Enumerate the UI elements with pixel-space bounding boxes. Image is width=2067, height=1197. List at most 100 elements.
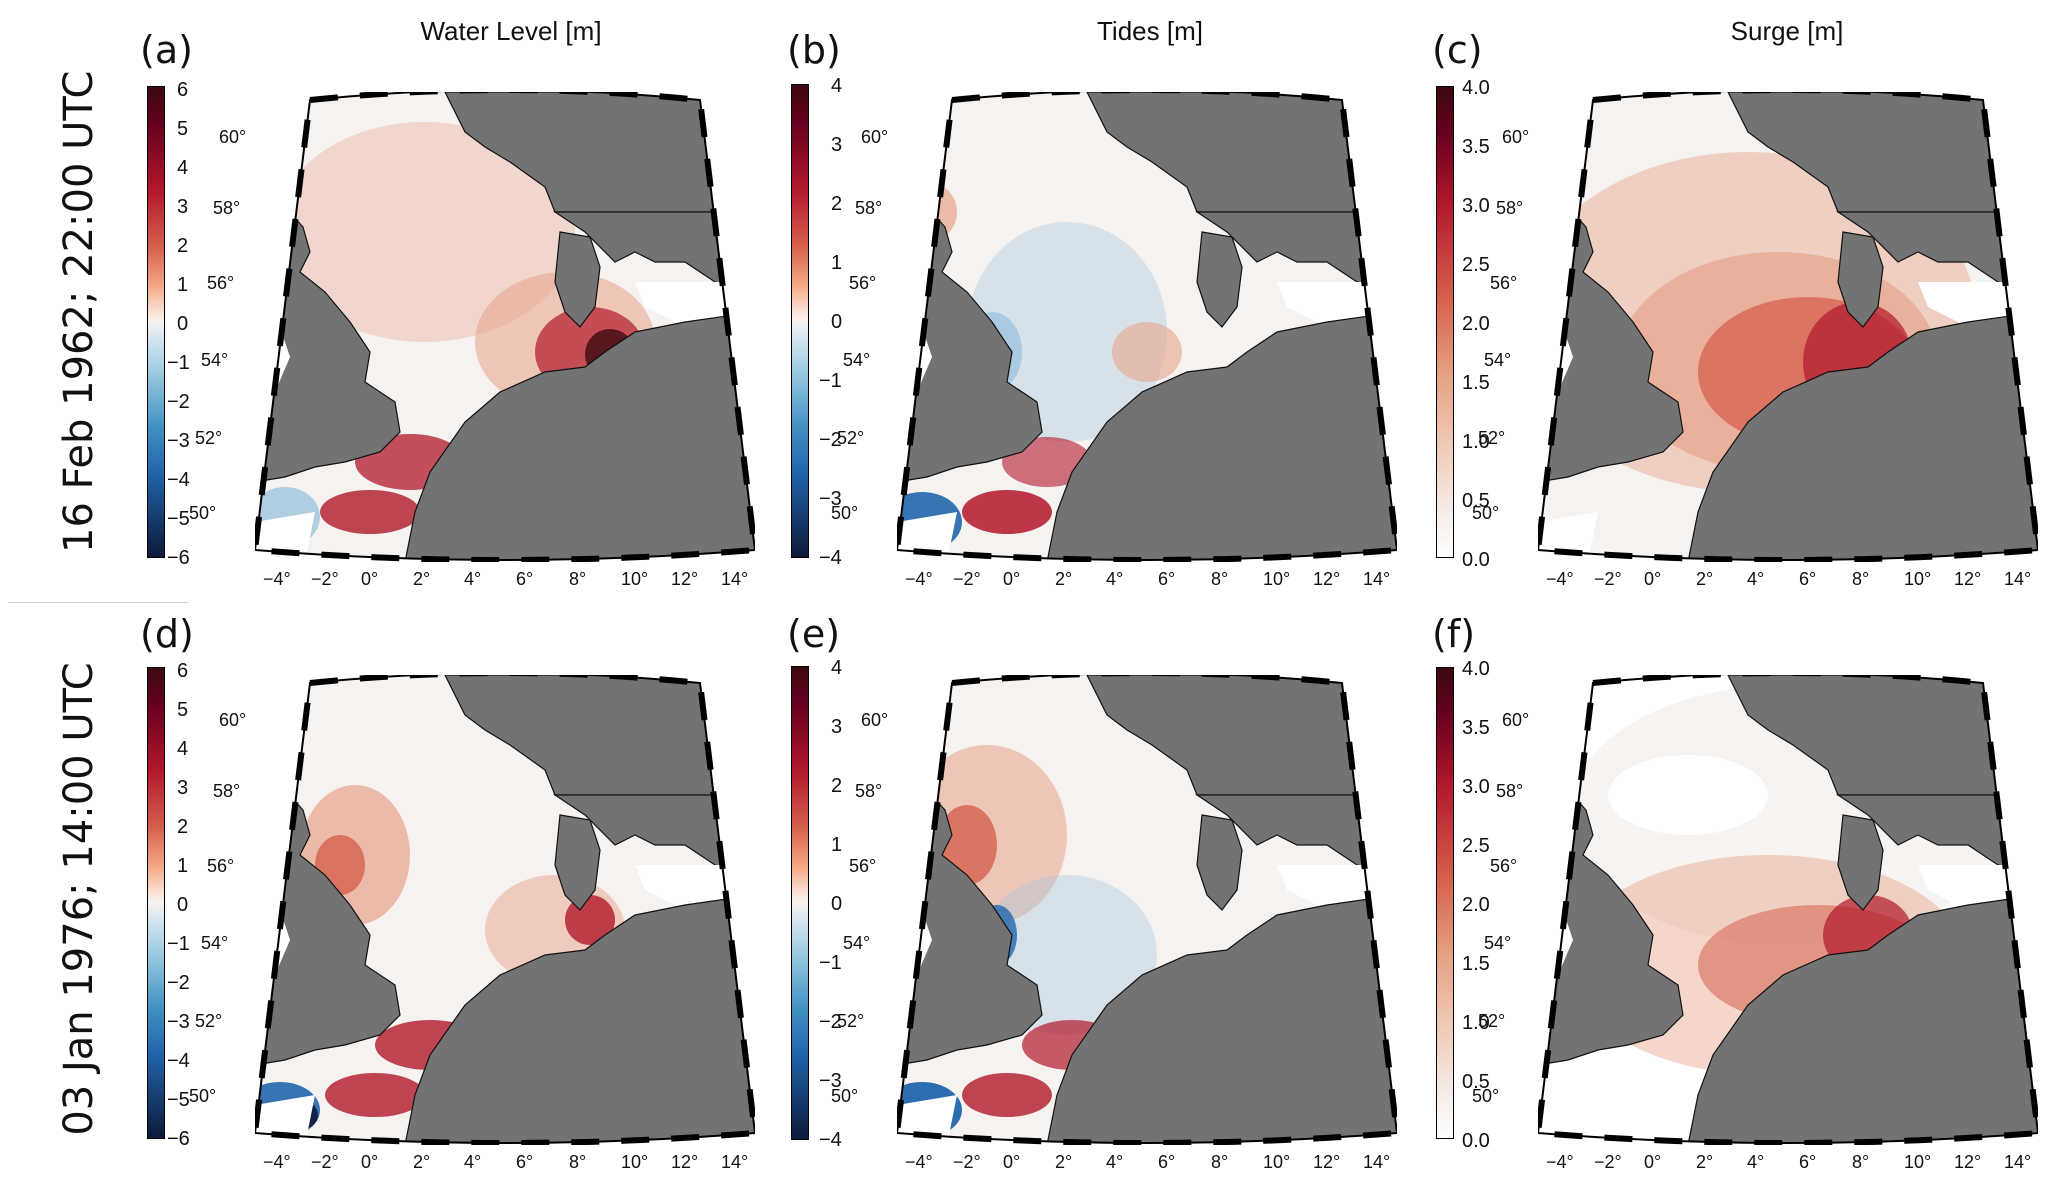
- cbar-tick: 4: [831, 75, 843, 97]
- north-sea-map: [1538, 675, 2038, 1145]
- longitude-label: 14°: [2004, 1152, 2032, 1172]
- cbar-tick: 4: [177, 738, 189, 760]
- latitude-label: 60°: [219, 710, 247, 730]
- cbar-tick: 6: [177, 660, 189, 682]
- longitude-label: 4°: [464, 1152, 482, 1172]
- cbar-tick: −4: [167, 469, 190, 491]
- longitude-label: 6°: [516, 569, 534, 589]
- longitude-label: −2°: [311, 1152, 339, 1172]
- scandinavia-land: [1195, 211, 1397, 293]
- longitude-label: 12°: [1313, 1152, 1341, 1172]
- field-contour: [325, 1073, 425, 1117]
- longitude-label: 12°: [671, 569, 699, 589]
- latitude-label: 60°: [1502, 127, 1530, 147]
- longitude-label: 6°: [1799, 569, 1817, 589]
- cbar-tick: −5: [167, 508, 190, 530]
- longitude-label: −4°: [905, 569, 933, 589]
- longitude-label: 2°: [1055, 1152, 1073, 1172]
- longitude-label: 0°: [361, 1152, 379, 1172]
- longitude-label: 0°: [1644, 1152, 1662, 1172]
- column-title-surge: Surge [m]: [1730, 16, 1844, 46]
- latitude-label: 52°: [195, 1011, 223, 1031]
- latitude-label: 56°: [1490, 856, 1518, 876]
- colorbar-water-level-d: [147, 667, 165, 1139]
- panel-letter-b: (b): [787, 28, 841, 72]
- colorbar-surge-c: [1436, 86, 1454, 558]
- north-sea-map: [897, 675, 1397, 1145]
- cbar-tick: −1: [167, 933, 190, 955]
- longitude-label: 14°: [2004, 569, 2032, 589]
- cbar-tick: 3.0: [1462, 195, 1490, 217]
- panel-letter-f: (f): [1432, 612, 1476, 656]
- cbar-tick: 1: [831, 252, 843, 274]
- cbar-tick: 6: [177, 79, 189, 101]
- longitude-label: 8°: [1211, 1152, 1229, 1172]
- longitude-label: 6°: [1799, 1152, 1817, 1172]
- latitude-label: 56°: [207, 856, 235, 876]
- colorbar-ticks-surge-c: 4.0 3.5 3.0 2.5 2.0 1.5 1.0 0.5 0.0: [1458, 78, 1508, 570]
- cbar-tick: 0: [831, 893, 843, 915]
- cbar-tick: 3: [177, 777, 189, 799]
- latitude-label: 56°: [849, 856, 877, 876]
- jutland-land: [1196, 231, 1243, 328]
- latitude-label: 60°: [861, 127, 889, 147]
- cbar-tick: −4: [819, 547, 842, 569]
- panel-letter-e: (e): [787, 612, 841, 656]
- latitude-label: 60°: [861, 710, 889, 730]
- scandinavia-land: [553, 794, 755, 876]
- cbar-tick: 1: [177, 855, 189, 877]
- latitude-label: 54°: [1484, 350, 1512, 370]
- panel-letter-a: (a): [140, 28, 193, 72]
- longitude-label: 12°: [1954, 1152, 1982, 1172]
- field-contour: [1608, 755, 1768, 835]
- map-panel-b: 60° 58° 56° 54° 52° 50° −4° −2° 0° 2° 4° 6° 8° 10° 12°…: [831, 92, 1397, 602]
- column-title-tides: Tides [m]: [1097, 16, 1203, 46]
- wl-broad-positive: [275, 122, 575, 342]
- cbar-tick: 0.0: [1462, 1130, 1490, 1152]
- cbar-tick: −6: [167, 1128, 190, 1150]
- latitude-label: 56°: [1490, 273, 1518, 293]
- cbar-tick: 1: [831, 834, 843, 856]
- field-contour: [967, 222, 1167, 442]
- latitude-label: 58°: [1496, 781, 1524, 801]
- latitude-label: 50°: [1472, 1086, 1500, 1106]
- longitude-label: −2°: [953, 1152, 981, 1172]
- longitude-label: −4°: [1546, 1152, 1574, 1172]
- longitude-label: −2°: [1594, 1152, 1622, 1172]
- row-label-1976: 03 Jan 1976; 14:00 UTC: [56, 662, 102, 1136]
- longitude-label: 6°: [1158, 569, 1176, 589]
- cbar-tick: −2: [819, 429, 842, 451]
- cbar-tick: 2: [831, 775, 843, 797]
- cbar-tick: 4.0: [1462, 658, 1490, 680]
- field-contour: [897, 182, 957, 242]
- longitude-label: −4°: [263, 569, 291, 589]
- cbar-tick: 2: [831, 193, 843, 215]
- colorbar-water-level-a: [147, 86, 165, 558]
- latitude-label: 56°: [207, 273, 235, 293]
- colorbar-ticks-surge-f: 4.0 3.5 3.0 2.5 2.0 1.5 1.0 0.5 0.0: [1458, 658, 1508, 1151]
- scandinavia-land: [1836, 794, 2038, 876]
- cbar-tick: −2: [819, 1011, 842, 1033]
- longitude-label: 6°: [516, 1152, 534, 1172]
- cbar-tick: −3: [819, 488, 842, 510]
- longitude-label: 4°: [1106, 1152, 1124, 1172]
- colorbar-surge-f: [1436, 667, 1454, 1139]
- latitude-label: 56°: [849, 273, 877, 293]
- cbar-tick: −5: [167, 1089, 190, 1111]
- latitude-label: 50°: [189, 1086, 217, 1106]
- latitude-label: 54°: [843, 933, 871, 953]
- cbar-tick: 2.0: [1462, 894, 1490, 916]
- cbar-tick: −4: [167, 1050, 190, 1072]
- longitude-label: 14°: [1363, 569, 1391, 589]
- latitude-label: 50°: [831, 1086, 859, 1106]
- latitude-label: 52°: [1478, 428, 1506, 448]
- colorbar-ticks-tides-e: 4 3 2 1 0 −1 −2 −3 −4: [813, 657, 853, 1150]
- cbar-tick: −3: [167, 430, 190, 452]
- cbar-tick: 3.0: [1462, 776, 1490, 798]
- field-contour: [962, 1073, 1052, 1117]
- cbar-tick: −1: [167, 352, 190, 374]
- latitude-label: 50°: [189, 503, 217, 523]
- longitude-label: 4°: [464, 569, 482, 589]
- longitude-label: 2°: [413, 569, 431, 589]
- cbar-tick: 4: [831, 657, 843, 679]
